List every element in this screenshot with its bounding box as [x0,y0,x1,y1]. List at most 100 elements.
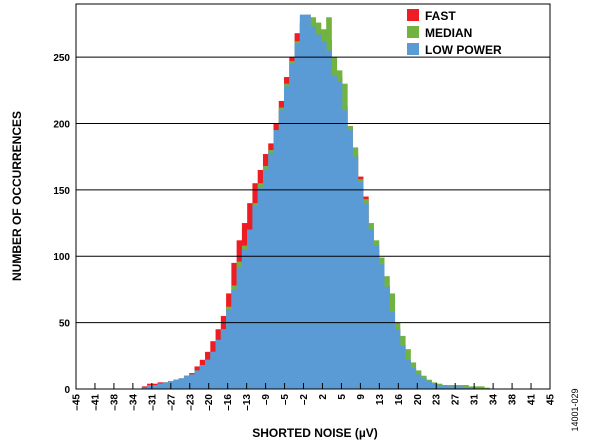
bar [189,374,195,389]
bar [426,381,432,389]
bar [378,264,385,389]
x-tick-label: –5 [280,394,291,406]
bar [436,385,443,389]
bar [305,14,311,390]
x-tick-label: –9 [261,394,272,406]
bar [157,383,164,389]
bar [473,386,480,389]
bar [394,329,401,389]
y-tick-label: 50 [59,319,71,330]
x-tick-label: –31 [147,394,158,411]
plot-border [75,3,551,390]
bar [199,365,206,389]
x-axis-ticks: –45 –41 –38 –34 –31 –27 –23 –20 –16 –13 –9 –5 –2 2 5 9 1… [72,383,557,411]
bar [257,187,264,389]
bar [252,205,259,389]
bar [152,385,159,389]
bar [210,351,216,389]
x-tick-label: 38 [508,394,519,406]
bar [262,169,269,389]
x-tick-label: 45 [546,394,557,406]
bar [183,375,190,389]
x-tick-label: 16 [394,394,405,406]
bar [173,379,180,389]
bar [457,386,464,389]
bar [178,378,185,389]
y-tick-label: 250 [53,53,70,64]
y-tick-label: 200 [53,119,70,130]
bar [268,152,274,389]
legend-swatch-fast [407,9,419,21]
bar [478,386,485,389]
bar [405,359,411,389]
x-tick-label: 9 [356,394,367,400]
histogram-bars [141,14,490,390]
x-tick-label: 20 [413,394,424,406]
x-tick-label: 23 [432,394,443,406]
bar [147,385,153,389]
x-tick-label: –45 [72,394,83,411]
bar [415,374,422,389]
legend-swatch-low-power [407,43,419,55]
bar [141,386,148,389]
bar [384,286,390,389]
bar [273,130,280,389]
x-tick-label: –27 [166,394,177,411]
bar [352,156,359,389]
x-tick-label: –16 [223,394,234,411]
x-axis-title: SHORTED NOISE (µV) [252,426,378,440]
bar [468,386,475,389]
y-axis-ticks: 0 50 100 150 200 250 [53,53,70,396]
x-tick-label: 13 [375,394,386,406]
x-tick-label: –23 [185,394,196,411]
bar [236,266,243,389]
x-tick-label: –20 [204,394,215,411]
bar [336,81,343,389]
series-low-power [141,14,475,390]
x-tick-label: 2 [318,394,329,400]
bar [289,63,295,390]
bar [484,387,490,389]
bar [220,329,227,389]
bar [194,370,201,389]
bar [399,345,406,389]
x-tick-label: –2 [299,394,310,406]
x-tick-label: –38 [109,394,120,411]
bar [310,26,317,389]
x-tick-label: –41 [90,394,101,411]
bar [226,309,232,389]
y-tick-label: 0 [64,385,70,396]
bar [205,359,211,389]
figure-id: 14001-029 [570,388,580,431]
y-tick-label: 100 [53,252,70,263]
legend-label-low-power: LOW POWER [425,43,502,57]
x-tick-label: 27 [451,394,462,406]
bar [357,181,364,389]
y-tick-label: 150 [53,186,70,197]
bar [247,229,253,389]
bar [294,43,301,389]
legend-label-median: MEDIAN [425,26,472,40]
legend: FAST MEDIAN LOW POWER [407,9,502,57]
bar [231,289,238,389]
x-tick-label: 41 [527,394,538,406]
bar [341,110,348,390]
bar [410,367,417,389]
bar [373,245,380,389]
bar [463,387,469,389]
bar [468,387,475,389]
bar [389,312,396,389]
gridlines [76,56,550,324]
bar [331,75,338,389]
bar [320,41,327,390]
bar [326,50,332,389]
bar [368,229,374,389]
legend-label-fast: FAST [425,9,456,23]
y-axis-title: NUMBER OF OCCURRENCES [10,111,24,281]
bar [420,378,427,389]
bar [363,203,369,389]
bar [141,387,148,389]
bar [284,86,290,389]
legend-swatch-median [407,26,419,38]
